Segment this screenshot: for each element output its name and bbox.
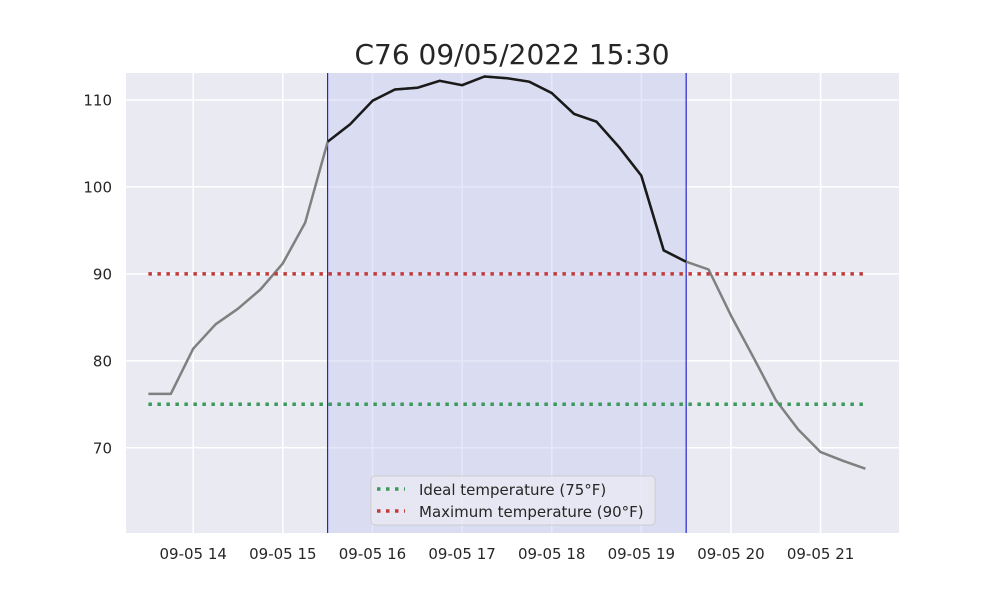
plot-area [126,73,899,533]
highlight-span-fill [327,73,687,533]
highlight-span [327,73,687,533]
legend-box [370,475,656,526]
x-tick-label: 09-05 15 [249,545,316,563]
legend-label-ideal: Ideal temperature (75°F) [419,481,606,499]
highlighted-temperature-line [326,75,687,263]
series-group [148,75,866,470]
y-tick-label: 110 [83,91,112,109]
y-tick-label: 80 [93,352,112,370]
y-tick-label: 90 [93,265,112,283]
x-tick-label: 09-05 18 [518,545,585,563]
y-axis-ticks: 70 80 90 100 110 [83,91,112,457]
y-tick-label: 100 [83,178,112,196]
x-tick-label: 09-05 14 [159,545,226,563]
legend-label-maximum: Maximum temperature (90°F) [419,503,644,521]
x-tick-label: 09-05 19 [608,545,675,563]
chart-title: C76 09/05/2022 15:30 [354,38,669,71]
legend: Ideal temperature (75°F) Maximum tempera… [370,475,656,526]
x-tick-label: 09-05 21 [787,545,854,563]
x-axis-ticks: 09-05 14 09-05 15 09-05 16 09-05 17 09-05 18… [159,545,854,563]
x-tick-label: 09-05 16 [339,545,406,563]
y-tick-label: 70 [93,439,112,457]
x-tick-label: 09-05 20 [697,545,764,563]
x-tick-label: 09-05 17 [428,545,495,563]
